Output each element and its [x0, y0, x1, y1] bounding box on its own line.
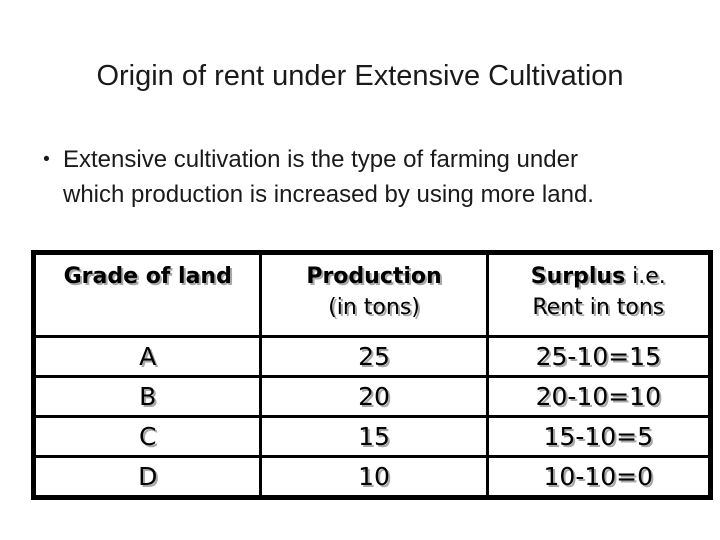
- column-header-surplus-line2: Rent in tons: [532, 295, 665, 320]
- production-cell: 10: [259, 455, 489, 499]
- grade-cell: D: [31, 455, 263, 499]
- column-header-surplus-suffix: i.e.: [625, 264, 666, 289]
- column-header-production: Production (in tons): [259, 251, 489, 338]
- surplus-cell: 10-10=0: [485, 455, 713, 499]
- table-row: C 15 15-10=5: [31, 415, 713, 458]
- grade-table: Grade of land Production (in tons) Surpl…: [31, 250, 713, 500]
- table-header-row: Grade of land Production (in tons) Surpl…: [31, 251, 713, 338]
- column-header-surplus-label: Surplus: [530, 264, 626, 289]
- grade-cell: B: [31, 375, 263, 418]
- column-header-production-line2: (in tons): [328, 295, 420, 320]
- surplus-cell: 15-10=5: [485, 415, 713, 458]
- column-header-production-label: Production: [306, 264, 442, 289]
- column-header-grade-label: Grade of land: [63, 264, 232, 289]
- bullet-text-line: which production is increased by using m…: [63, 181, 594, 208]
- production-cell: 20: [259, 375, 489, 418]
- surplus-cell: 25-10=15: [485, 335, 713, 378]
- bullet-item: • Extensive cultivation is the type of f…: [30, 142, 655, 212]
- column-header-surplus: Surplus i.e. Rent in tons: [485, 251, 713, 338]
- surplus-cell: 20-10=10: [485, 375, 713, 418]
- production-cell: 15: [259, 415, 489, 458]
- grade-cell: A: [31, 335, 263, 378]
- grade-cell: C: [31, 415, 263, 458]
- production-cell: 25: [259, 335, 489, 378]
- bullet-icon: •: [43, 149, 50, 170]
- table-row: A 25 25-10=15: [31, 335, 713, 378]
- slide-title: Origin of rent under Extensive Cultivati…: [96, 60, 624, 92]
- bullet-text: Extensive cultivation is the type of far…: [63, 142, 594, 212]
- table-row: D 10 10-10=0: [31, 455, 713, 499]
- table-row: B 20 20-10=10: [31, 375, 713, 418]
- bullet-text-line: Extensive cultivation is the type of far…: [63, 146, 578, 173]
- column-header-grade: Grade of land: [31, 251, 263, 338]
